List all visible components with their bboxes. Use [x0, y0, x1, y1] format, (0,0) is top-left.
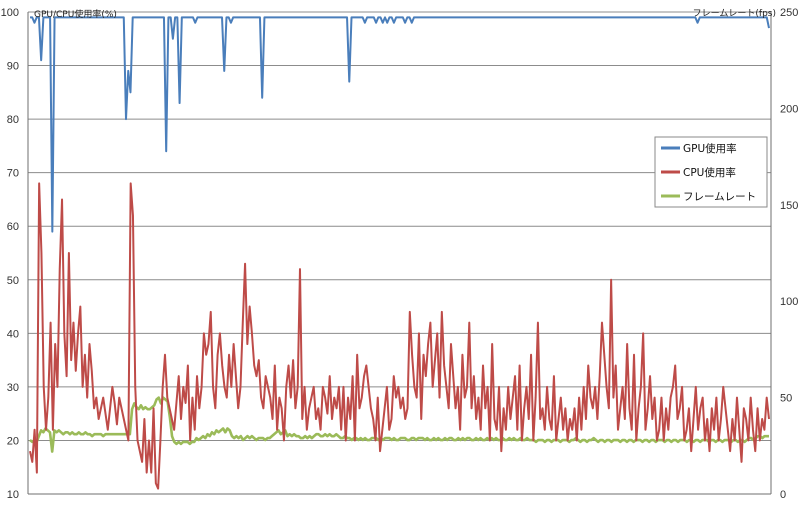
left-tick-label: 100 [1, 7, 19, 19]
right-tick-label: 150 [780, 200, 798, 212]
left-tick-label: 60 [7, 221, 19, 233]
left-tick-label: 80 [7, 114, 19, 126]
right-tick-label: 100 [780, 296, 798, 308]
left-tick-label: 20 [7, 435, 19, 447]
legend-label-cpu: CPU使用率 [683, 166, 736, 179]
series-line-framerate [29, 396, 769, 453]
left-tick-label: 40 [7, 328, 19, 340]
right-tick-label: 200 [780, 103, 798, 115]
series-lines [29, 16, 770, 490]
right-tick-label: 50 [780, 393, 792, 405]
series-line-gpu [30, 16, 770, 233]
right-tick-label: 0 [780, 489, 786, 501]
legend-label-gpu: GPU使用率 [683, 142, 737, 155]
right-axis-ticks: 0 50 100 150 200 250 [780, 7, 798, 501]
left-tick-label: 10 [7, 489, 19, 501]
right-axis-title: フレームレート(fps) [693, 8, 776, 19]
left-tick-label: 50 [7, 275, 19, 287]
series-line-cpu [29, 182, 770, 490]
legend-label-framerate: フレームレート [683, 191, 756, 203]
left-axis-ticks: 10 20 30 40 50 60 70 80 90 100 [1, 7, 19, 501]
left-tick-label: 30 [7, 382, 19, 394]
right-tick-label: 250 [780, 7, 798, 19]
left-axis-title: GPU/CPU使用率(%) [34, 8, 117, 20]
legend: GPU使用率 CPU使用率 フレームレート [654, 136, 768, 208]
left-tick-label: 70 [7, 168, 19, 180]
left-tick-label: 90 [7, 61, 19, 73]
